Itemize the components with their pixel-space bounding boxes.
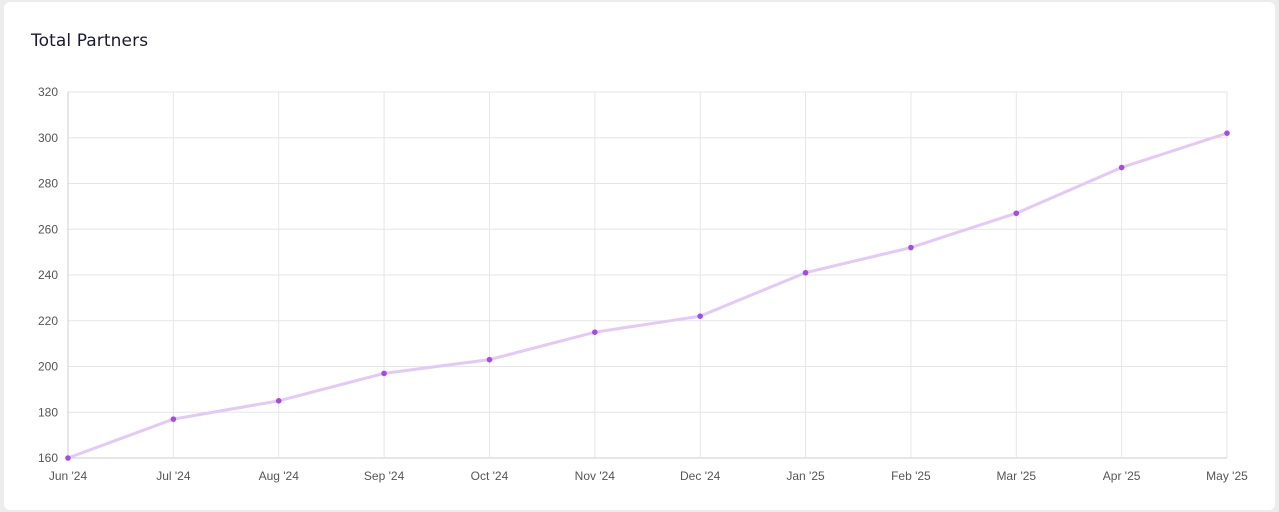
data-point [65, 455, 71, 461]
data-point [275, 398, 282, 404]
y-tick-label: 320 [38, 85, 58, 99]
y-tick-label: 180 [38, 405, 58, 419]
chart-card [4, 2, 1275, 510]
y-tick-label: 220 [38, 314, 58, 328]
y-tick-label: 300 [38, 131, 58, 145]
y-tick-label: 280 [38, 177, 58, 191]
y-tick-label: 240 [38, 268, 58, 282]
x-tick-label: Mar '25 [996, 469, 1036, 483]
x-axis-ticks: Jun '24 Jul '24 Aug '24 Sep '24 Oct '24 Nov '… [49, 469, 1248, 483]
x-tick-label: Sep '24 [364, 469, 405, 483]
x-tick-label: Aug '24 [259, 469, 300, 483]
y-axis-ticks: 160 180 200 220 240 260 280 300 320 [38, 85, 58, 465]
data-point [170, 416, 177, 422]
x-tick-label: Nov '24 [575, 469, 616, 483]
series-line [66, 131, 1229, 460]
data-point [592, 329, 598, 335]
x-tick-label: Jun '24 [49, 469, 88, 483]
data-point [908, 244, 914, 251]
data-point [802, 269, 809, 276]
data-point [697, 313, 703, 319]
y-tick-label: 160 [38, 451, 58, 465]
data-point [486, 356, 493, 363]
y-tick-label: 200 [38, 360, 58, 374]
x-tick-label: May '25 [1206, 469, 1248, 483]
data-point [1013, 210, 1020, 217]
x-tick-label: Feb '25 [891, 469, 931, 483]
chart-title: Total Partners [31, 31, 149, 51]
x-tick-label: Jan '25 [786, 469, 825, 483]
grid-layer [67, 91, 1228, 459]
x-tick-label: Jul '24 [156, 469, 191, 483]
data-point [1224, 130, 1230, 136]
data-point [1118, 164, 1125, 171]
data-point [381, 370, 387, 377]
series-layer [65, 130, 1230, 461]
x-tick-label: Oct '24 [471, 469, 509, 483]
x-tick-label: Apr '25 [1103, 469, 1141, 483]
y-tick-label: 260 [38, 222, 58, 236]
x-tick-label: Dec '24 [680, 469, 721, 483]
